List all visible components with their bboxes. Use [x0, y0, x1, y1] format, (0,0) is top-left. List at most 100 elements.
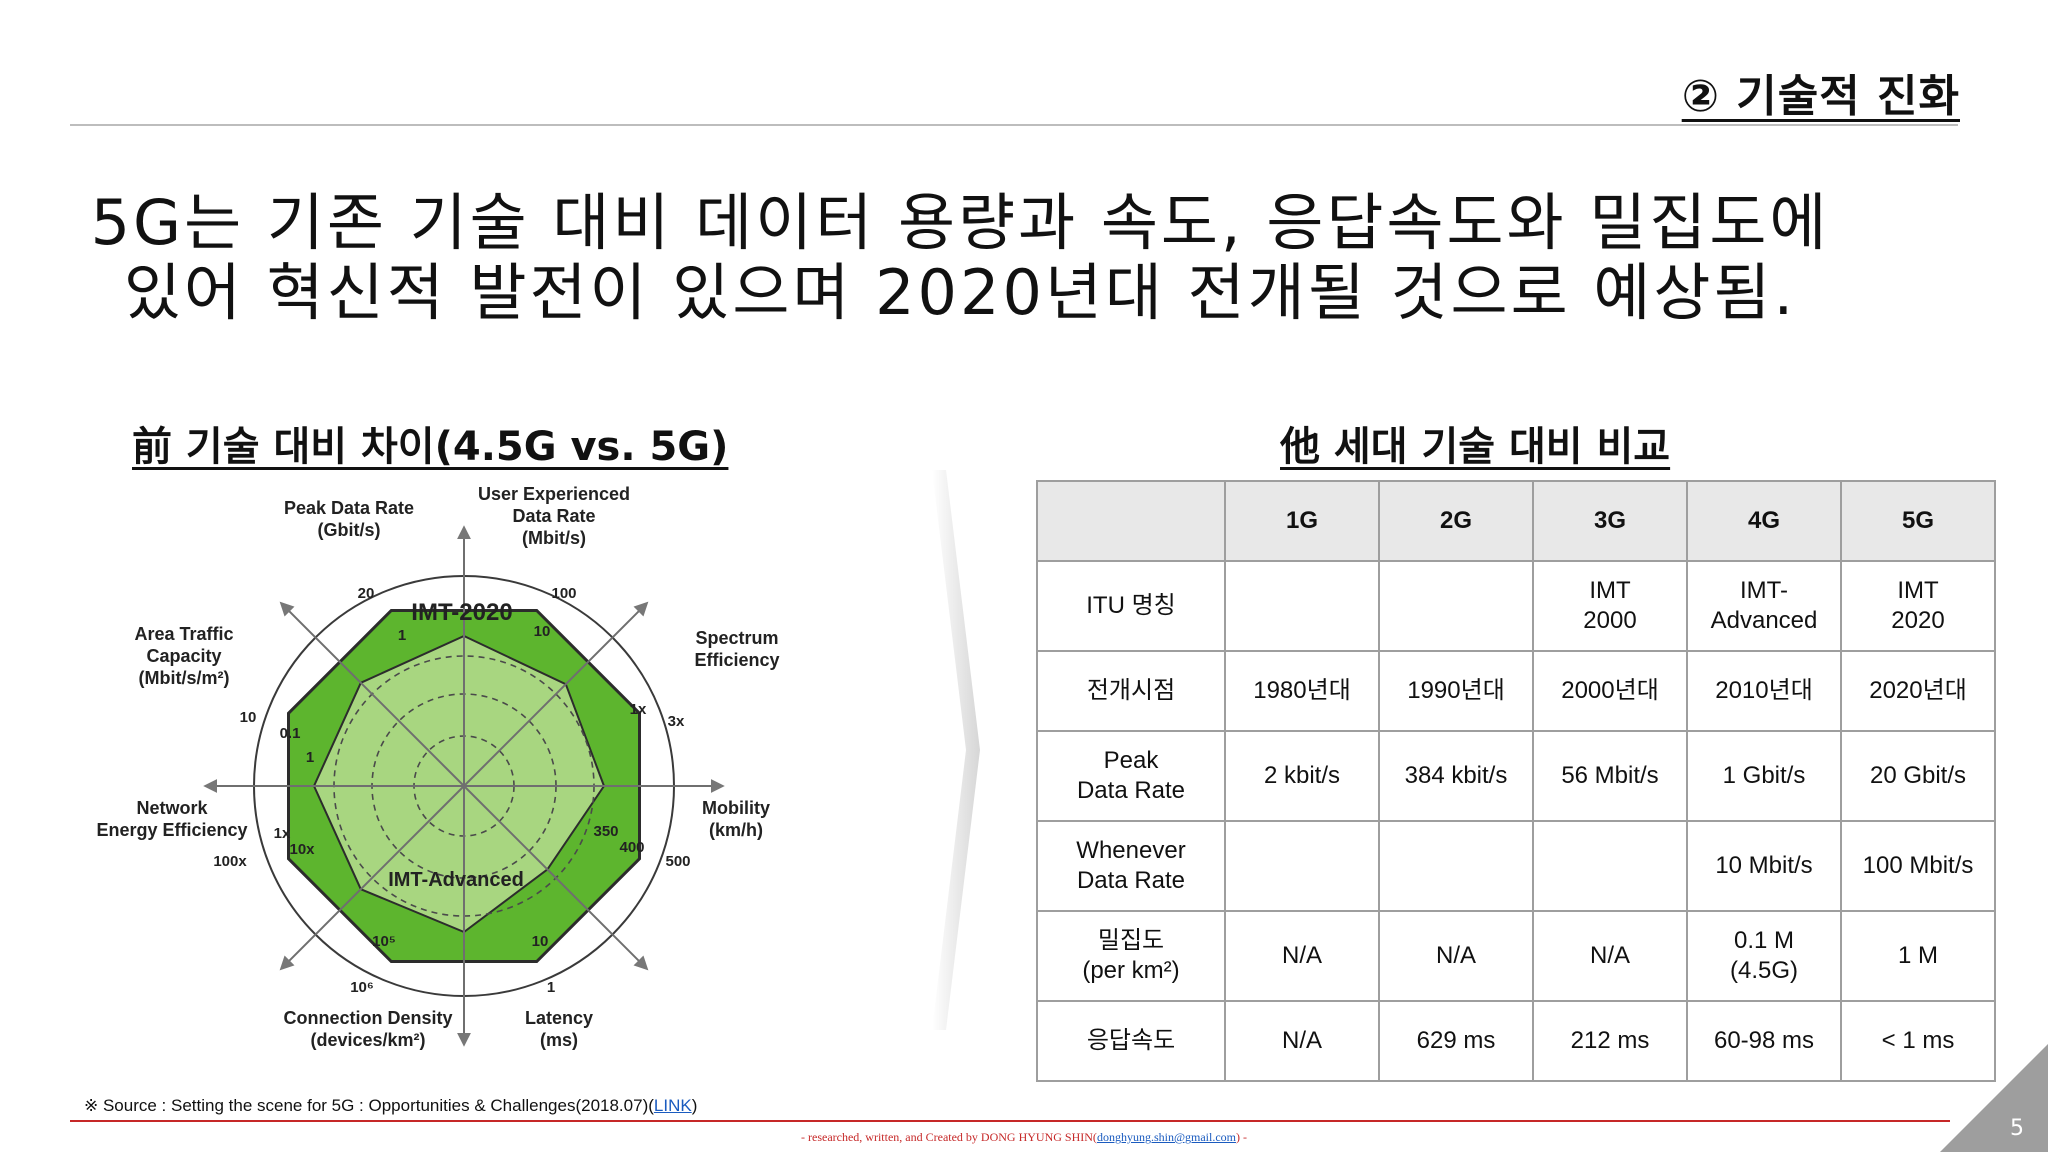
top-divider [70, 124, 1958, 126]
table-cell-line: 2000년대 [1561, 677, 1659, 704]
row-label-line: 전개시점 [1086, 677, 1176, 704]
radar-axis-label: Peak Data Rate [284, 498, 414, 518]
radar-axis-arrow [279, 785, 465, 971]
header-2g: 2G [1378, 480, 1534, 562]
right-subtitle: 他 세대 기술 대비 비교 [1280, 424, 1671, 470]
section-title: ② 기술적 진화 [1681, 71, 1960, 122]
radar-axis-label: Energy Efficiency [96, 820, 247, 840]
table-cell-line: 384 kbit/s [1404, 762, 1508, 789]
table-cell-line: 56 Mbit/s [1561, 762, 1659, 789]
table-cell: N/A [1224, 1000, 1380, 1082]
chevron-divider-icon [932, 470, 980, 1030]
table-cell-line: 60-98 ms [1713, 1027, 1815, 1054]
table-cell: IMT 2020 [1840, 560, 1996, 652]
radar-outer-tick: 10⁶ [350, 979, 374, 996]
radar-extra-tick: 1 [306, 749, 314, 766]
radar-outer-tick: 1 [547, 979, 555, 996]
source-link[interactable]: LINK [653, 1096, 692, 1115]
table-cell-line: 1990년대 [1407, 677, 1505, 704]
table-cell: 1 Gbit/s [1686, 730, 1842, 822]
source-suffix: ) [691, 1096, 698, 1115]
table-row-deploy-period: 전개시점 1980년대 1990년대 2000년대 2010년대 2020년대 [1036, 650, 1996, 732]
table-cell: 60-98 ms [1686, 1000, 1842, 1082]
table-cell: 1 M [1840, 910, 1996, 1002]
radar-inner-tick: 1 [398, 627, 406, 644]
radar-axis-label: Network [136, 798, 208, 818]
headline-line-2: 있어 혁신적 발전이 있으며 2020년대 전개될 것으로 예상됨. [123, 256, 1797, 329]
table-cell-line: 1 M [1897, 942, 1938, 969]
table-cell-line: 100 Mbit/s [1862, 852, 1974, 879]
table-cell-line: 20 Gbit/s [1869, 762, 1967, 789]
footer-credit-text: - researched, written, and Created by DO… [801, 1130, 1097, 1144]
radar-inner-tick: 1x [630, 701, 647, 718]
table-cell [1224, 820, 1380, 912]
radar-outer-tick: 100 [551, 585, 576, 602]
table-cell: N/A [1532, 910, 1688, 1002]
radar-inner-tick: 400 [619, 839, 644, 856]
table-cell: 2000년대 [1532, 650, 1688, 732]
radar-axis-label: (Gbit/s) [318, 520, 381, 540]
table-cell [1532, 820, 1688, 912]
radar-imt-advanced-label: IMT-Advanced [388, 869, 524, 891]
table-cell: 0.1 M (4.5G) [1686, 910, 1842, 1002]
table-cell-line: N/A [1589, 942, 1630, 969]
radar-diagram: Peak Data Rate(Gbit/s) User ExperiencedDa… [96, 484, 779, 1050]
table-cell-line: IMT- [1740, 577, 1788, 604]
table-cell: 20 Gbit/s [1840, 730, 1996, 822]
table-cell: 2010년대 [1686, 650, 1842, 732]
table-cell: 2020년대 [1840, 650, 1996, 732]
table-cell-line: 2020년대 [1869, 677, 1967, 704]
radar-inner-tick: 10⁵ [372, 933, 396, 950]
radar-inner-tick: 10 [532, 933, 549, 950]
table-cell: 56 Mbit/s [1532, 730, 1688, 822]
table-cell: IMT- Advanced [1686, 560, 1842, 652]
table-cell-line: IMT [1589, 577, 1631, 604]
table-cell [1224, 560, 1380, 652]
row-label: ITU 명칭 [1036, 560, 1226, 652]
radar-axis-label: (devices/km²) [310, 1030, 425, 1050]
table-cell-line: N/A [1281, 1027, 1322, 1054]
table-row-whenever-data-rate: Whenever Data Rate 10 Mbit/s 100 Mbit/s [1036, 820, 1996, 912]
radar-outer-tick: 10 [240, 709, 257, 726]
table-cell-line: 10 Mbit/s [1715, 852, 1813, 879]
row-label-line: 밀집도 [1097, 927, 1165, 954]
row-label-line: Data Rate [1076, 777, 1186, 804]
radar-extra-tick: 350 [593, 823, 618, 840]
table-cell-line: 629 ms [1416, 1027, 1496, 1054]
table-cell: N/A [1224, 910, 1380, 1002]
header-3g: 3G [1532, 480, 1688, 562]
radar-axis-label: (km/h) [709, 820, 763, 840]
table-cell-line: N/A [1281, 942, 1322, 969]
table-cell-line: Advanced [1710, 607, 1818, 634]
radar-inner-tick: 1x [274, 825, 291, 842]
page-number: 5 [2010, 1116, 2024, 1141]
table-cell-line: 1980년대 [1253, 677, 1351, 704]
table-cell-line: IMT [1897, 577, 1939, 604]
footer-email-link[interactable]: donghyung.shin@gmail.com [1096, 1130, 1236, 1144]
table-cell-line: 2010년대 [1715, 677, 1813, 704]
row-label: 전개시점 [1036, 650, 1226, 732]
table-cell-line: 2020 [1891, 607, 1945, 634]
row-label: Peak Data Rate [1036, 730, 1226, 822]
table-cell: 1990년대 [1378, 650, 1534, 732]
radar-axis-label: (Mbit/s) [522, 528, 586, 548]
row-label-line: (per km²) [1082, 957, 1180, 984]
table-cell: 100 Mbit/s [1840, 820, 1996, 912]
radar-axis-label: Latency [525, 1008, 593, 1028]
header-5g: 5G [1840, 480, 1996, 562]
row-label-line: Whenever [1076, 837, 1186, 864]
table-cell: 10 Mbit/s [1686, 820, 1842, 912]
table-cell: N/A [1378, 910, 1534, 1002]
table-cell-line: 1 Gbit/s [1722, 762, 1806, 789]
comparison-table: 1G 2G 3G 4G 5G ITU 명칭 IMT 2000 IMT- Advanced… [1036, 480, 1996, 1082]
radar-axis-label: (Mbit/s/m²) [139, 668, 230, 688]
table-header-row: 1G 2G 3G 4G 5G [1036, 480, 1996, 562]
radar-axis-label: Mobility [702, 798, 770, 818]
radar-axis-label: User Experienced [478, 484, 630, 504]
radar-inner-tick: 10 [534, 623, 551, 640]
table-cell-line: 2000 [1583, 607, 1637, 634]
radar-axis-label: Area Traffic [134, 624, 233, 644]
radar-outer-tick: 3x [668, 713, 685, 730]
headline: 5G는 기존 기술 대비 데이터 용량과 속도, 응답속도와 밀집도에 있어 혁… [0, 188, 1920, 328]
radar-outer-tick: 20 [358, 585, 375, 602]
